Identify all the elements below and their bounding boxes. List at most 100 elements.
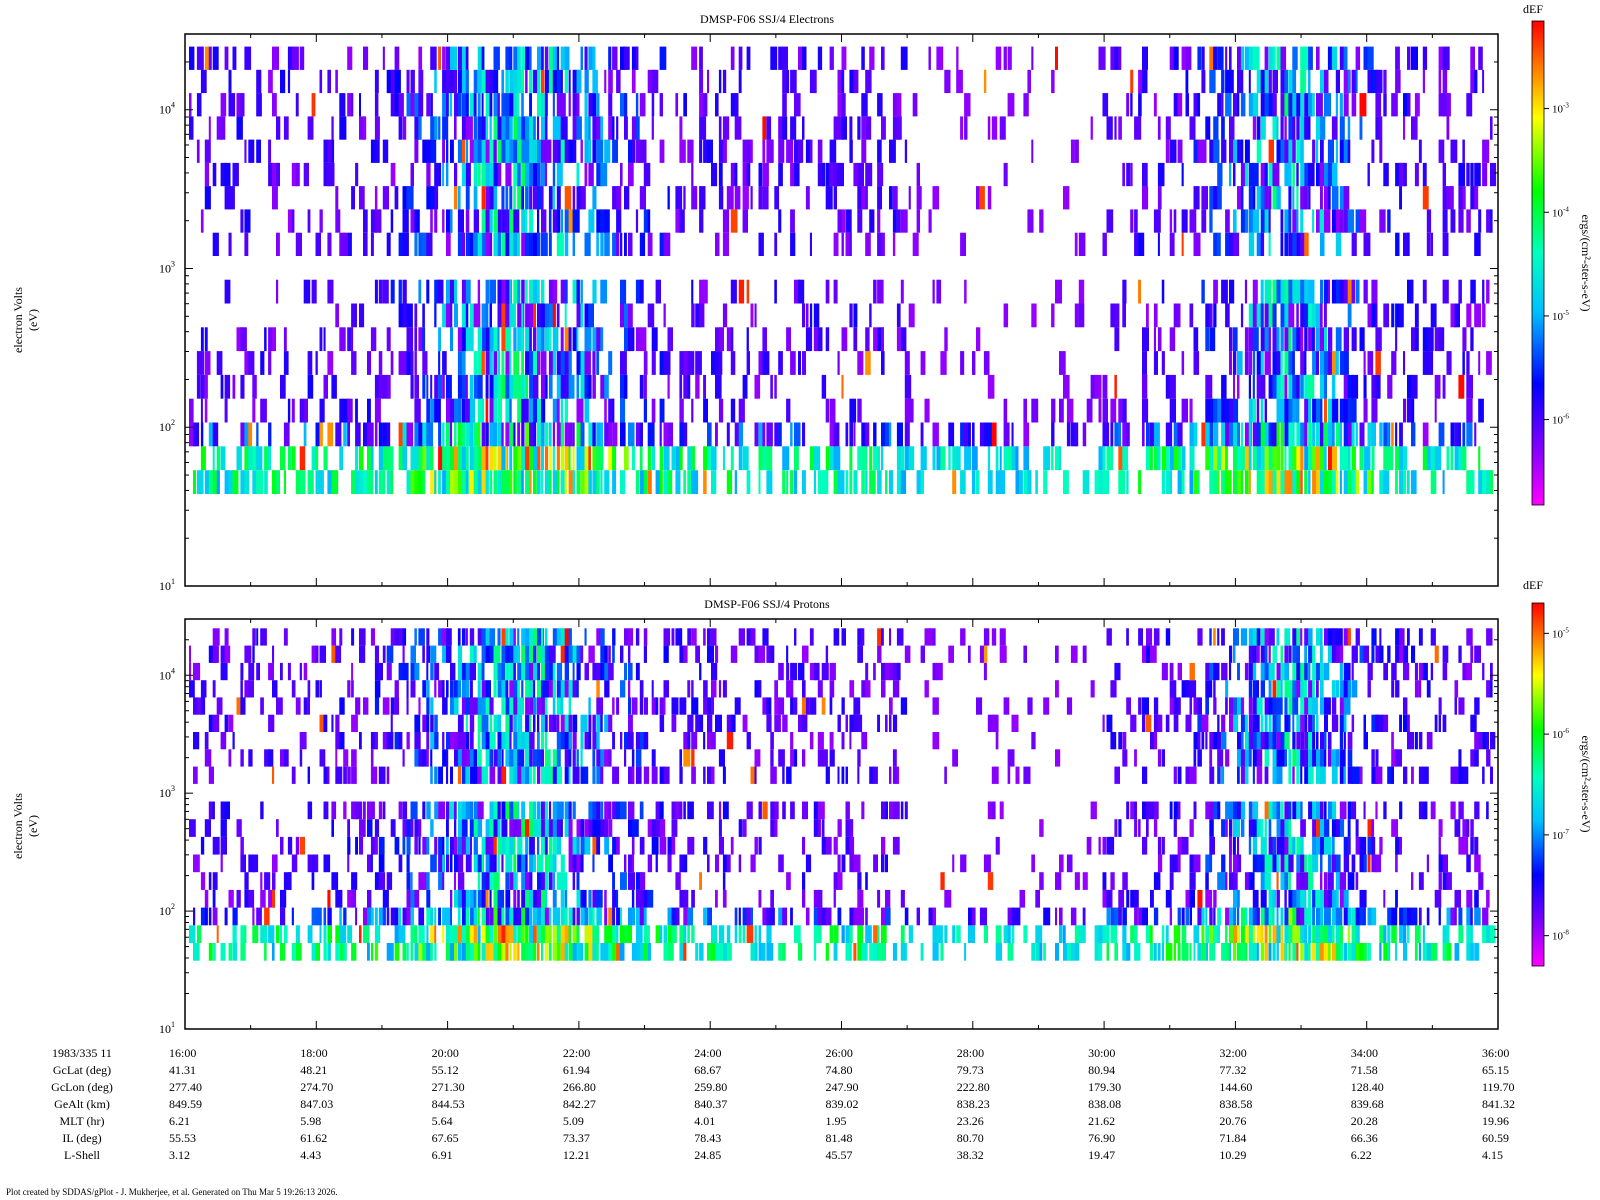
spectrogram-cell (386, 645, 394, 663)
spectrogram-cell (529, 69, 533, 94)
spectrogram-cell (1142, 46, 1147, 70)
spectrogram-cell (1248, 446, 1252, 471)
spectrogram-cell (635, 139, 641, 163)
spectrogram-cell (1209, 943, 1216, 961)
spectrogram-cell (406, 93, 412, 117)
spectrogram-cell (509, 697, 516, 715)
spectrogram-cell (200, 327, 204, 352)
spectrogram-cell (450, 398, 457, 423)
spectrogram-cell (489, 69, 494, 94)
spectrogram-cell (651, 749, 656, 767)
spectrogram-cell (386, 446, 394, 471)
spectrogram-cell (1288, 889, 1293, 908)
spectrogram-cell (398, 232, 404, 256)
spectrogram-cell (418, 872, 425, 890)
spectrogram-cell (351, 889, 357, 908)
spectrogram-cell (1312, 925, 1319, 943)
spectrogram-cell (699, 279, 705, 304)
spectrogram-cell (1458, 422, 1461, 447)
spectrogram-cell (268, 139, 272, 163)
spectrogram-cell (738, 907, 741, 926)
spectrogram-cell (537, 139, 543, 163)
spectrogram-cell (1177, 93, 1183, 117)
spectrogram-cell (335, 645, 342, 663)
spectrogram-cell (1130, 93, 1133, 117)
spectrogram-cell (604, 374, 609, 399)
spectrogram-cell (533, 907, 538, 926)
spectrogram-cell (1474, 836, 1479, 855)
spectrogram-cell (829, 398, 836, 423)
spectrogram-cell (1296, 889, 1303, 908)
spectrogram-cell (1434, 645, 1439, 663)
spectrogram-cell (616, 69, 621, 94)
spectrogram-cell (307, 470, 314, 494)
spectrogram-cell (805, 139, 811, 163)
spectrogram-cell (402, 801, 408, 820)
spectrogram-cell (311, 854, 317, 873)
spectrogram-cell (1490, 680, 1493, 698)
spectrogram-cell (817, 819, 821, 837)
spectrogram-cell (556, 209, 561, 233)
spectrogram-cell (434, 836, 438, 855)
spectrogram-cell (798, 351, 801, 375)
spectrogram-cell (224, 398, 228, 423)
spectrogram-cell (533, 662, 539, 681)
spectrogram-cell (1351, 943, 1358, 961)
spectrogram-cell (505, 327, 511, 352)
spectrogram-cell (821, 374, 827, 399)
spectrogram-cell (272, 889, 275, 908)
spectrogram-cell (1327, 422, 1333, 447)
spectrogram-cell (592, 446, 599, 471)
spectrogram-cell (335, 943, 340, 961)
spectrogram-cell (236, 819, 242, 837)
spectrogram-cell (1339, 732, 1343, 750)
spectrogram-cell (766, 139, 774, 163)
spectrogram-cell (426, 232, 433, 256)
spectrogram-cell (268, 925, 275, 943)
spectrogram-cell (778, 943, 784, 961)
spectrogram-cell (426, 422, 434, 447)
spectrogram-cell (817, 732, 824, 750)
spectrogram-cell (521, 889, 526, 908)
spectrogram-cell (991, 766, 999, 784)
spectrogram-cell (529, 943, 535, 961)
spectrogram-cell (1343, 836, 1351, 855)
spectrogram-cell (363, 925, 370, 943)
spectrogram-cell (628, 925, 632, 943)
spectrogram-cell (189, 422, 196, 447)
spectrogram-cell (552, 446, 555, 471)
spectrogram-cell (1240, 766, 1248, 784)
spectrogram-cell (398, 801, 403, 820)
spectrogram-cell (651, 327, 658, 352)
spectrogram-cell (501, 422, 504, 447)
spectrogram-cell (1359, 836, 1367, 855)
spectrogram-cell (481, 398, 485, 423)
spectrogram-cell (374, 645, 379, 663)
spectrogram-cell (841, 697, 845, 715)
spectrogram-cell (1027, 209, 1034, 233)
spectrogram-cell (548, 801, 552, 820)
spectrogram-cell (639, 186, 646, 210)
spectrogram-cell (849, 943, 852, 961)
spectrogram-cell (548, 943, 552, 961)
spectrogram-cell (370, 139, 376, 163)
spectrogram-cell (541, 943, 544, 961)
spectrogram-cell (766, 645, 773, 663)
spectrogram-cell (592, 749, 596, 767)
spectrogram-cell (730, 209, 738, 233)
y-tick-label: 101 (159, 577, 175, 593)
spectrogram-cell (604, 470, 610, 494)
spectrogram-cell (489, 697, 494, 715)
spectrogram-cell (564, 662, 569, 681)
spectrogram-cell (679, 801, 682, 820)
spectrogram-cell (430, 714, 434, 732)
spectrogram-cell (204, 819, 211, 837)
spectrogram-cell (382, 186, 389, 210)
spectrogram-cell (497, 889, 505, 908)
spectrogram-cell (446, 925, 451, 943)
spectrogram-cell (442, 907, 448, 926)
spectrogram-cell (877, 714, 880, 732)
spectrogram-cell (881, 836, 886, 855)
spectrogram-cell (1355, 836, 1362, 855)
